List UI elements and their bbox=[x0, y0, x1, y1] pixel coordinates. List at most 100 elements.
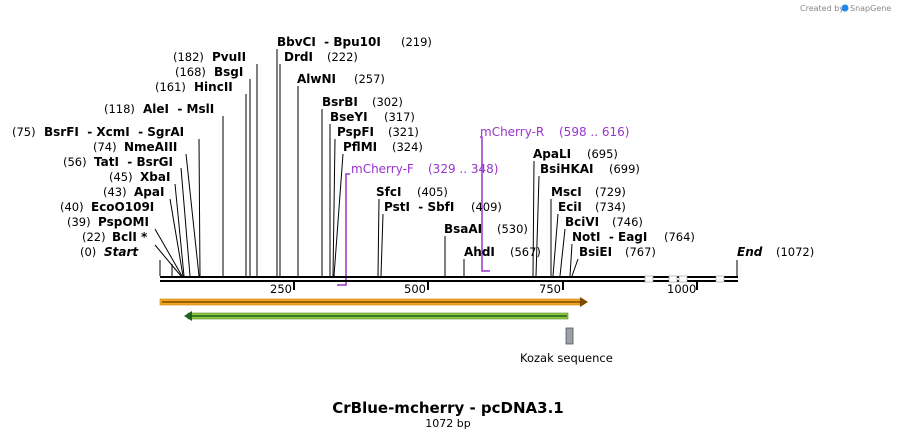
feature-kozak[interactable]: Kozak sequence bbox=[520, 327, 613, 365]
svg-text:(409): (409) bbox=[471, 200, 502, 214]
site-line-apai bbox=[169, 198, 184, 277]
site-label-drdi: DrdI (222) bbox=[284, 50, 358, 64]
svg-text:PspFI: PspFI bbox=[337, 125, 374, 139]
svg-text:(567): (567) bbox=[510, 245, 541, 259]
site-label-hincii: (161) HincII bbox=[155, 80, 233, 94]
site-lines bbox=[154, 49, 738, 277]
snapgene-credit: Created by SnapGene bbox=[800, 4, 891, 13]
site-line-ecii bbox=[552, 213, 559, 277]
svg-text:ApaLI: ApaLI bbox=[533, 147, 571, 161]
svg-text:BsrFI - XcmI - SgrAI: BsrFI - XcmI - SgrAI bbox=[44, 125, 184, 139]
svg-text:BciVI: BciVI bbox=[565, 215, 599, 229]
site-label-bsrbi: BsrBI (302) bbox=[322, 95, 403, 109]
site-label-alei: (118) AleI - MslI bbox=[104, 102, 214, 116]
svg-text:(182): (182) bbox=[173, 50, 204, 64]
site-label-msci: MscI (729) bbox=[551, 185, 626, 199]
site-label-bseyi: BseYI (317) bbox=[330, 110, 415, 124]
site-label-psti: PstI - SbfI (409) bbox=[384, 200, 502, 214]
site-line-xbai bbox=[174, 183, 185, 277]
svg-text:(56): (56) bbox=[63, 155, 87, 169]
svg-text:(45): (45) bbox=[109, 170, 133, 184]
svg-text:(734): (734) bbox=[595, 200, 626, 214]
site-label-alwni: AlwNI (257) bbox=[297, 72, 385, 86]
svg-text:XbaI: XbaI bbox=[140, 170, 170, 184]
feature-green-arrow[interactable] bbox=[184, 311, 569, 321]
site-label-bcli: (22) BclI * bbox=[82, 230, 148, 244]
site-line-apali bbox=[532, 160, 535, 277]
svg-text:(43): (43) bbox=[103, 185, 127, 199]
svg-text:(40): (40) bbox=[60, 200, 84, 214]
svg-text:(767): (767) bbox=[625, 245, 656, 259]
svg-text:TatI - BsrGI: TatI - BsrGI bbox=[94, 155, 173, 169]
feature-orange-arrow[interactable] bbox=[159, 297, 588, 307]
site-label-noti: NotI - EagI (764) bbox=[572, 230, 695, 244]
svg-text:(530): (530) bbox=[497, 222, 528, 236]
site-label-apai: (43) ApaI bbox=[103, 185, 164, 199]
svg-text:(74): (74) bbox=[93, 140, 117, 154]
site-label-bsrfi: (75) BsrFI - XcmI - SgrAI bbox=[12, 125, 184, 139]
kozak-box bbox=[565, 327, 574, 345]
site-line-noti bbox=[569, 243, 573, 277]
site-label-bsaai: BsaAI (530) bbox=[444, 222, 528, 236]
end-pos: (1072) bbox=[776, 245, 814, 259]
site-label-bsiei: BsiEI (767) bbox=[579, 245, 656, 259]
credit-text: Created by bbox=[800, 4, 844, 13]
site-label-bbvci: BbvCI - Bpu10I (219) bbox=[277, 35, 432, 49]
svg-text:MscI: MscI bbox=[551, 185, 582, 199]
site-label-nmeaiii: (74) NmeAIII bbox=[93, 140, 177, 154]
svg-text:BsaAI: BsaAI bbox=[444, 222, 482, 236]
map-title: CrBlue-mcherry - pcDNA3.1 bbox=[332, 399, 564, 417]
svg-text:BseYI: BseYI bbox=[330, 110, 368, 124]
primer-name: mCherry-R bbox=[480, 125, 544, 139]
arrow-right-icon bbox=[580, 297, 588, 307]
svg-text:PflMI: PflMI bbox=[343, 140, 377, 154]
svg-text:(699): (699) bbox=[609, 162, 640, 176]
site-label-pvuii: (182) PvuII bbox=[173, 50, 246, 64]
site-label-apali: ApaLI (695) bbox=[533, 147, 618, 161]
primer-name: mCherry-F bbox=[351, 162, 414, 176]
svg-text:BsiHKAI: BsiHKAI bbox=[540, 162, 594, 176]
primer-mcherry-r[interactable]: mCherry-R (598 .. 616) bbox=[480, 125, 629, 272]
site-line-tati bbox=[180, 167, 191, 277]
site-line-bcivi bbox=[559, 228, 566, 277]
tick-label: 750 bbox=[539, 282, 561, 296]
primer-arrow bbox=[480, 136, 490, 272]
svg-text:(729): (729) bbox=[595, 185, 626, 199]
tick-label: 500 bbox=[404, 282, 426, 296]
svg-text:(764): (764) bbox=[664, 230, 695, 244]
site-labels-left: (22) BclI * (39) PspOMI (40) EcoO109I (43) A… bbox=[12, 50, 246, 244]
svg-text:(22): (22) bbox=[82, 230, 106, 244]
svg-text:BsgI: BsgI bbox=[214, 65, 243, 79]
svg-text:PspOMI: PspOMI bbox=[98, 215, 149, 229]
strand-top bbox=[160, 276, 738, 278]
site-label-tati: (56) TatI - BsrGI bbox=[63, 155, 173, 169]
site-line-bsrfi bbox=[198, 138, 201, 277]
site-label-bsgi: (168) BsgI bbox=[175, 65, 243, 79]
site-label-bsihkai: BsiHKAI (699) bbox=[540, 162, 640, 176]
arrow-left-icon bbox=[184, 311, 192, 321]
svg-text:(161): (161) bbox=[155, 80, 186, 94]
sequence-backbone bbox=[160, 275, 738, 283]
map-subtitle: 1072 bp bbox=[425, 417, 470, 430]
start-pos: (0) bbox=[80, 245, 96, 259]
svg-text:HincII: HincII bbox=[194, 80, 233, 94]
strand-bottom bbox=[160, 280, 738, 282]
svg-text:EciI: EciI bbox=[558, 200, 582, 214]
svg-text:NotI - EagI: NotI - EagI bbox=[572, 230, 647, 244]
primer-mcherry-f[interactable]: mCherry-F (329 .. 348) bbox=[337, 162, 498, 286]
backbone-ambiguity-marks bbox=[644, 275, 725, 283]
end-marker: End (1072) bbox=[737, 245, 814, 259]
primer-arrow bbox=[337, 173, 350, 286]
svg-text:(321): (321) bbox=[388, 125, 419, 139]
svg-text:(405): (405) bbox=[417, 185, 448, 199]
svg-text:AleI - MslI: AleI - MslI bbox=[143, 102, 214, 116]
svg-text:(222): (222) bbox=[327, 50, 358, 64]
site-labels-right: ApaLI (695) BsiHKAI (699) MscI (729) EciI (7… bbox=[533, 147, 695, 259]
svg-text:BbvCI - Bpu10I: BbvCI - Bpu10I bbox=[277, 35, 381, 49]
svg-text:PvuII: PvuII bbox=[212, 50, 246, 64]
tick-label: 250 bbox=[270, 282, 292, 296]
svg-text:(118): (118) bbox=[104, 102, 135, 116]
svg-text:DrdI: DrdI bbox=[284, 50, 313, 64]
site-label-xbai: (45) XbaI bbox=[109, 170, 170, 184]
svg-text:(324): (324) bbox=[392, 140, 423, 154]
